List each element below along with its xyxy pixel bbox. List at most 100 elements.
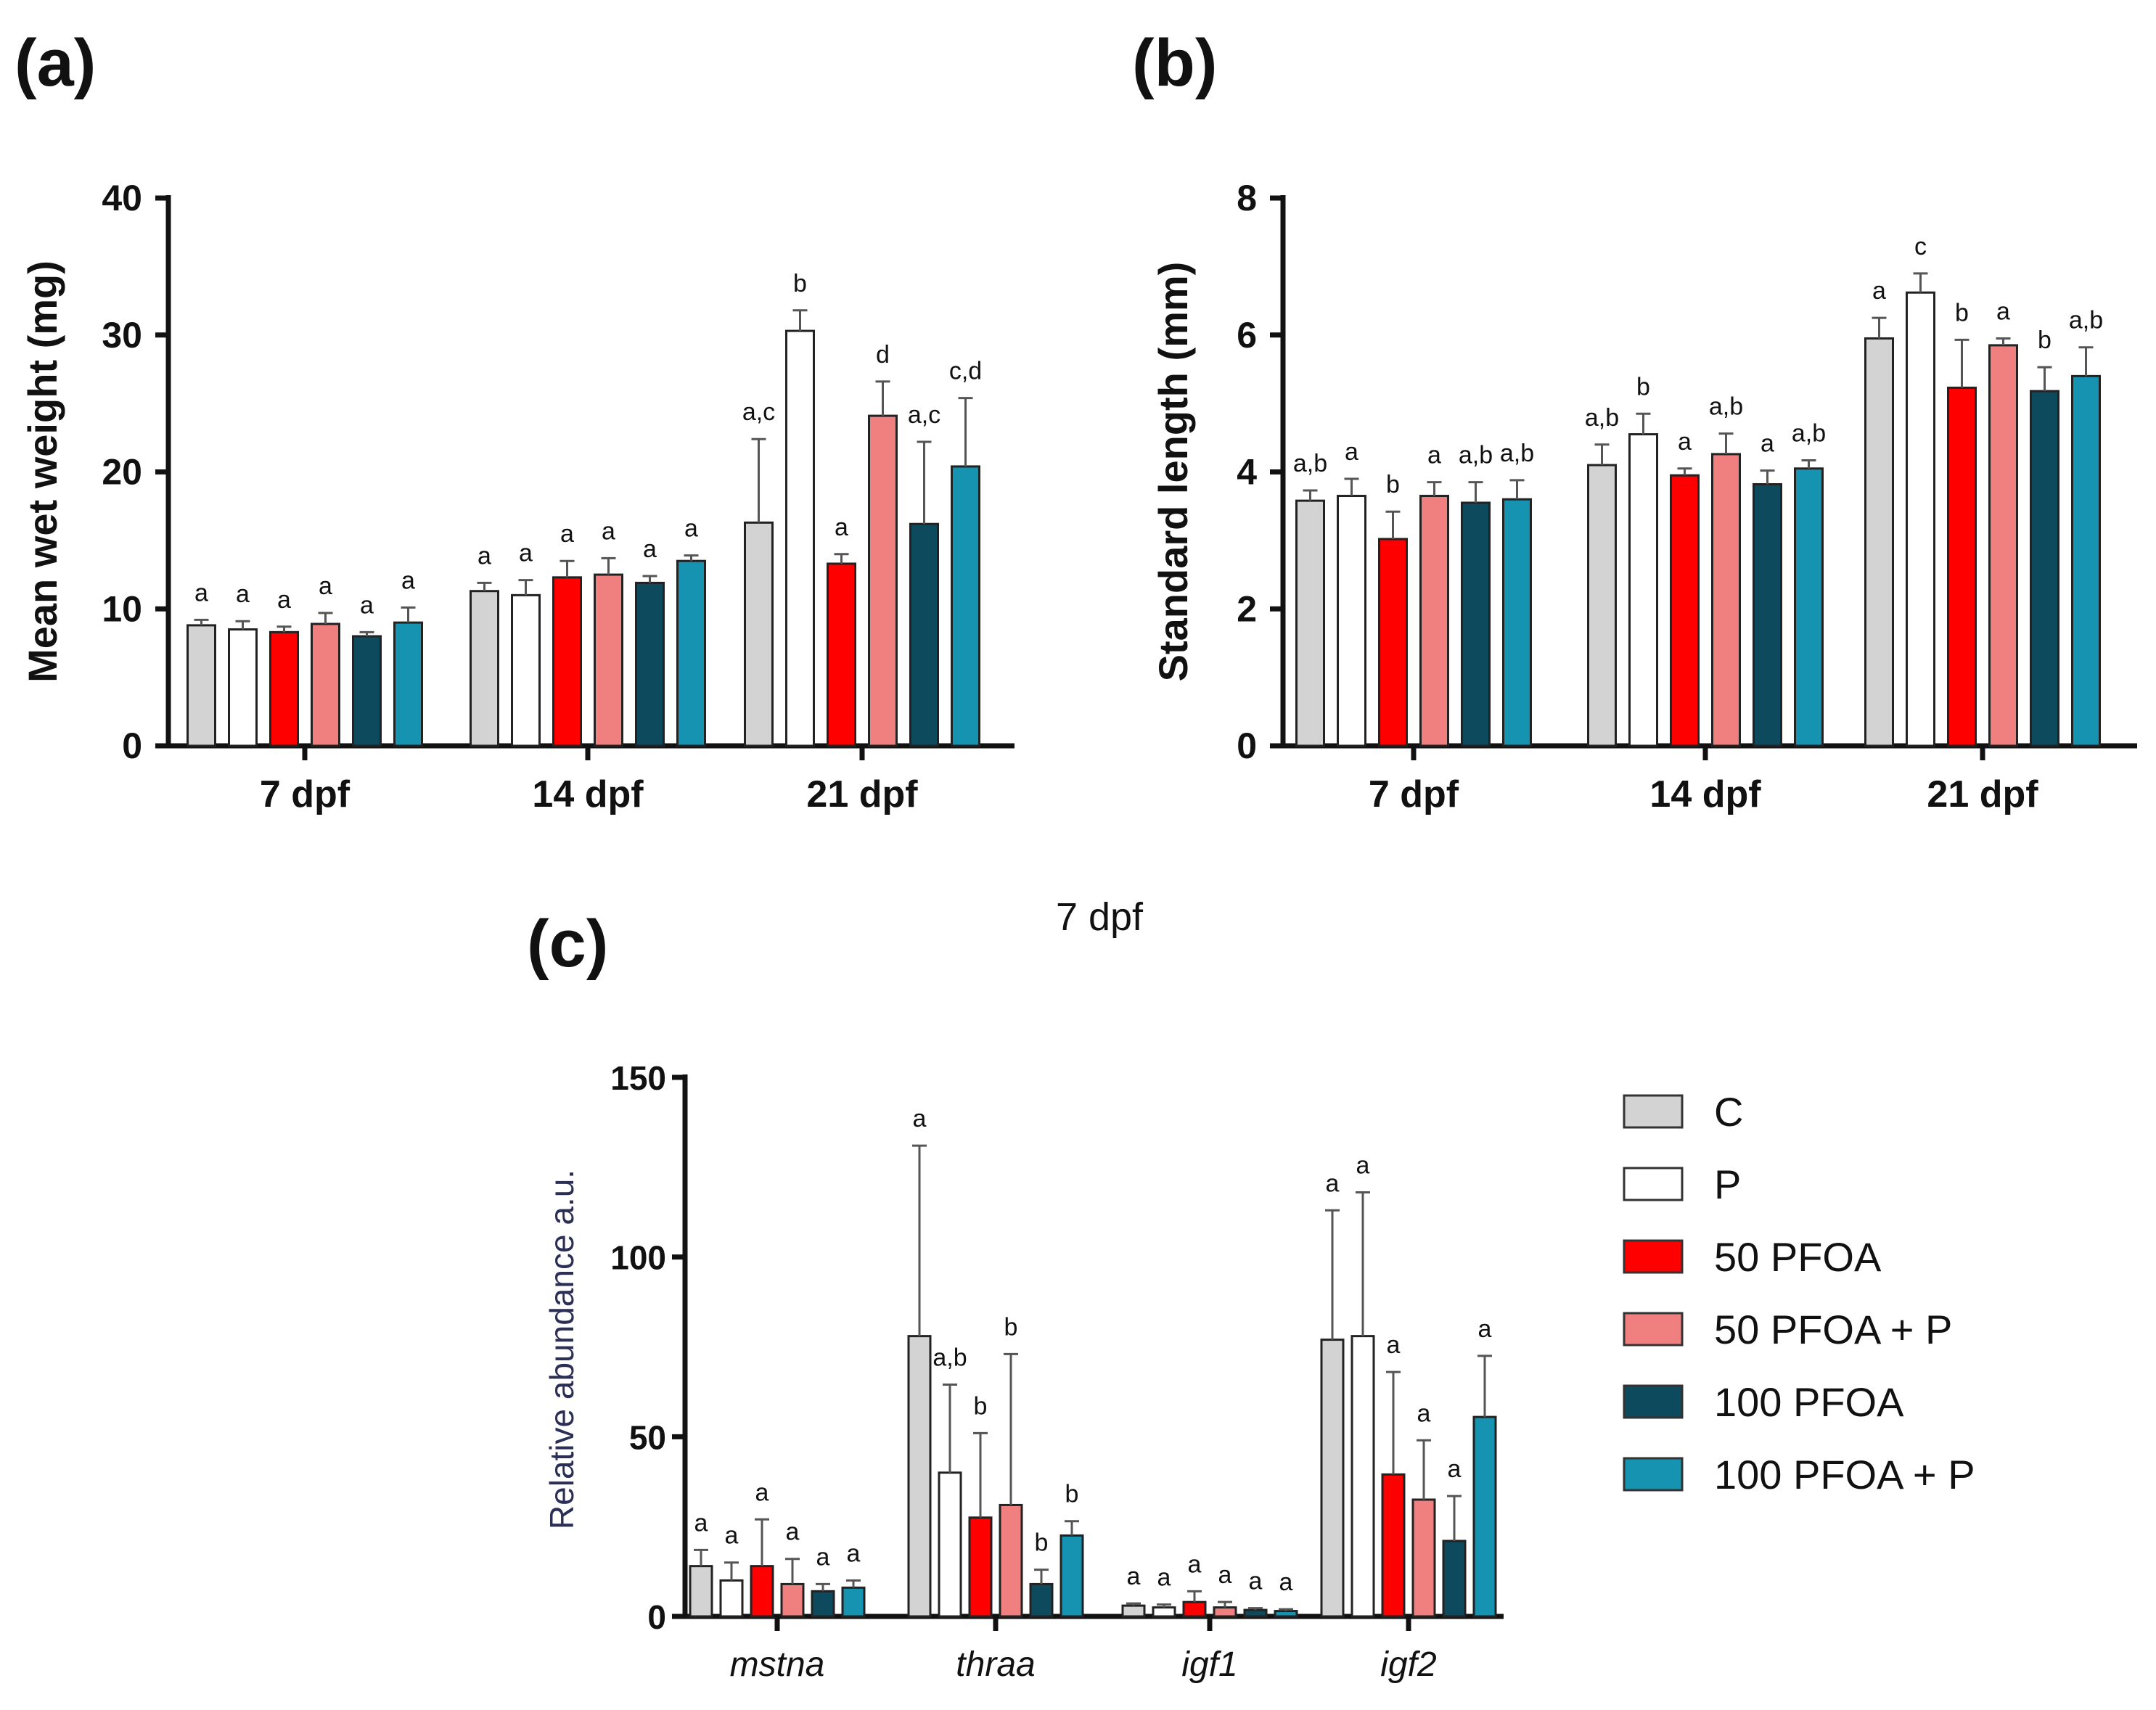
bar	[1947, 386, 1977, 747]
significance-label: a	[1157, 1564, 1171, 1592]
significance-label: c	[1914, 233, 1927, 260]
bar	[676, 559, 706, 747]
bar	[635, 581, 665, 747]
significance-label: a	[786, 1518, 800, 1546]
x-tick-label: 7 dpf	[260, 773, 351, 815]
y-tick-label: 30	[102, 315, 142, 355]
legend: CP 50 PFOA 50 PFOA + P 100 PFOA 100 PFOA + P	[1623, 1089, 1975, 1497]
bar	[1350, 1335, 1375, 1618]
significance-label: b	[1035, 1529, 1049, 1557]
significance-label: b	[1386, 471, 1400, 498]
significance-label: b	[974, 1392, 988, 1420]
significance-label: a	[1996, 297, 2010, 325]
significance-label: a,b	[1293, 450, 1327, 477]
significance-label: a	[477, 542, 491, 570]
y-tick-label: 8	[1237, 178, 1257, 218]
bar	[1988, 344, 2018, 747]
significance-label: a	[1427, 442, 1441, 469]
panel-letter: (b)	[1132, 26, 1217, 100]
bar	[785, 329, 815, 747]
bar	[1029, 1582, 1054, 1618]
x-tick-label: thraa	[956, 1645, 1035, 1684]
significance-label: a	[1127, 1563, 1141, 1590]
significance-label: a	[560, 520, 574, 548]
significance-label: a	[643, 535, 657, 563]
significance-label: a,b	[1500, 440, 1534, 467]
significance-label: a	[1326, 1170, 1340, 1197]
significance-label: a	[1356, 1152, 1370, 1180]
legend-swatch	[1623, 1167, 1684, 1201]
y-tick-label: 50	[629, 1418, 666, 1456]
significance-label: c,d	[949, 358, 982, 385]
significance-label: b	[1004, 1313, 1018, 1341]
panel-letter: (a)	[15, 26, 96, 100]
bar	[1906, 291, 1935, 747]
significance-label: a	[835, 514, 848, 541]
significance-label: a	[1345, 438, 1358, 466]
x-tick-label: igf2	[1380, 1645, 1436, 1684]
legend-swatch	[1623, 1094, 1684, 1129]
legend-swatch	[1623, 1312, 1684, 1347]
bar	[1121, 1604, 1146, 1618]
significance-label: a	[519, 540, 533, 567]
y-tick-label: 100	[610, 1239, 666, 1277]
bar	[1502, 498, 1532, 747]
bar	[470, 590, 499, 747]
legend-label: 50 PFOA	[1714, 1234, 1882, 1280]
bar	[780, 1582, 805, 1618]
significance-label: a	[1872, 277, 1886, 305]
significance-label: a	[1678, 428, 1692, 456]
y-axis-label: Relative abundance a.u.	[543, 1170, 581, 1529]
significance-label: a	[236, 580, 250, 608]
significance-label: a	[1448, 1455, 1462, 1483]
bar	[511, 593, 541, 747]
x-tick-label: 21 dpf	[1927, 773, 2038, 815]
bar	[951, 465, 980, 747]
bar	[1411, 1498, 1436, 1618]
significance-label: a	[602, 517, 615, 545]
legend-label: 50 PFOA + P	[1714, 1307, 1952, 1352]
bar	[1794, 467, 1824, 747]
bar	[968, 1516, 993, 1618]
significance-label: a,c	[742, 398, 775, 426]
bar	[1419, 495, 1449, 747]
bar	[1864, 337, 1894, 747]
significance-label: a	[913, 1105, 927, 1133]
y-axis-label: Mean wet weight (mg)	[20, 260, 65, 683]
significance-label: a	[1279, 1569, 1293, 1596]
bar	[1670, 474, 1700, 747]
y-tick-label: 150	[610, 1059, 666, 1097]
bar	[1711, 453, 1741, 747]
significance-label: a	[401, 567, 415, 594]
bar	[1152, 1606, 1176, 1618]
significance-label: a,b	[1585, 404, 1619, 432]
bar	[744, 521, 774, 747]
legend-label: C	[1714, 1089, 1743, 1135]
bar	[269, 630, 299, 747]
legend-label: P	[1714, 1162, 1741, 1207]
significance-label: b	[2038, 326, 2052, 354]
bar	[827, 562, 856, 747]
y-tick-label: 0	[122, 725, 142, 766]
significance-label: a	[360, 591, 374, 619]
significance-label: a,b	[1709, 393, 1743, 421]
chart-title: 7 dpf	[1056, 895, 1144, 939]
bar	[1337, 495, 1366, 747]
significance-label: a	[1188, 1550, 1202, 1578]
y-tick-label: 0	[647, 1598, 666, 1636]
y-tick-label: 6	[1237, 315, 1257, 355]
legend-label: 100 PFOA	[1714, 1379, 1904, 1425]
significance-label: a	[277, 586, 291, 614]
y-tick-label: 40	[102, 178, 142, 218]
bar	[1378, 538, 1408, 747]
bar	[1442, 1540, 1467, 1618]
bar	[938, 1471, 962, 1618]
bar	[1461, 501, 1491, 747]
y-tick-label: 10	[102, 588, 142, 629]
bar	[841, 1586, 866, 1618]
significance-label: b	[1636, 373, 1650, 400]
legend-swatch	[1623, 1239, 1684, 1274]
